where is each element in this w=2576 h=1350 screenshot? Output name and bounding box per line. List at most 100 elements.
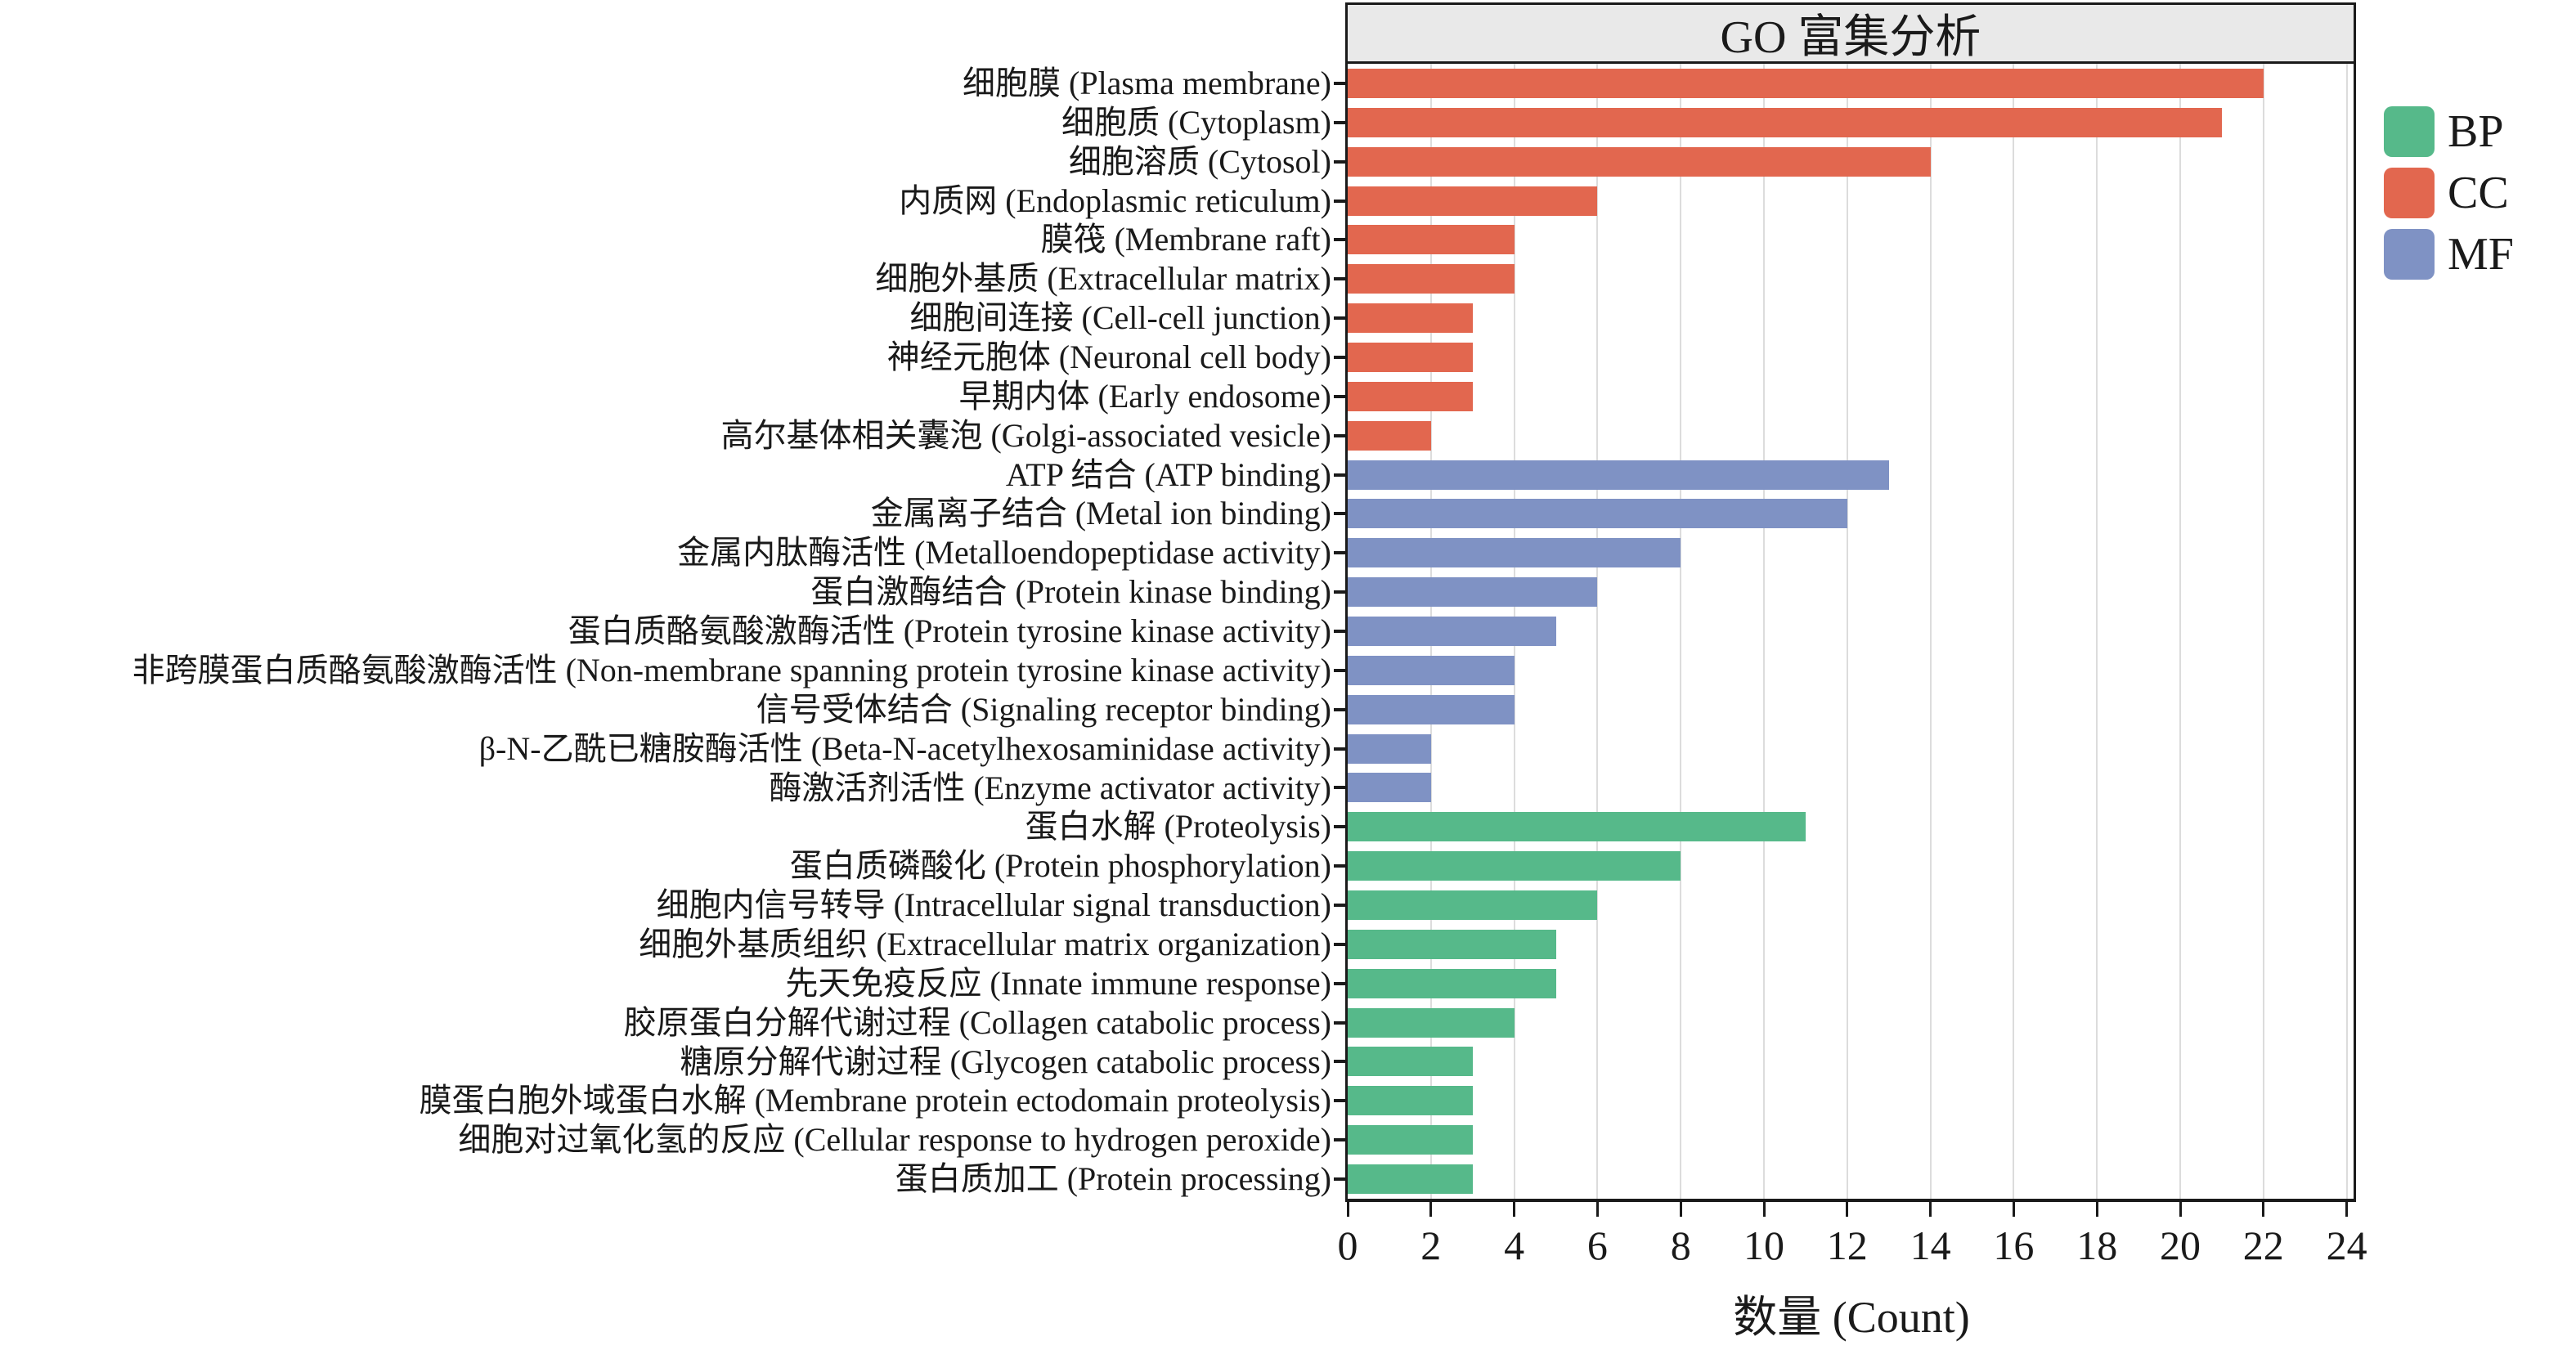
legend-swatch [2384,106,2435,157]
category-label: 内质网 (Endoplasmic reticulum) [899,182,1331,219]
x-tick-label: 18 [2076,1222,2118,1268]
bar-cc [1348,264,1515,294]
bar-cc [1348,342,1473,372]
y-axis-tick [1334,1138,1345,1142]
y-axis-tick [1334,473,1345,477]
y-axis-tick [1334,630,1345,633]
x-axis-line [1345,1199,2356,1202]
bar-bp [1348,1125,1473,1155]
y-axis-tick [1334,747,1345,751]
y-axis-tick [1334,199,1345,203]
gridline [1763,64,1765,1199]
category-label: 金属内肽酶活性 (Metalloendopeptidase activity) [677,534,1331,572]
y-axis-tick [1334,707,1345,711]
x-tick-label: 22 [2242,1222,2284,1268]
bar-cc [1348,381,1473,411]
y-axis-tick [1334,394,1345,398]
category-label: 早期内体 (Early endosome) [958,377,1331,415]
bar-mf [1348,538,1681,568]
x-axis-tick [1846,1202,1849,1217]
y-axis-tick [1334,942,1345,946]
category-label: 酶激活剂活性 (Enzyme activator activity) [769,769,1331,806]
x-tick-label: 20 [2160,1222,2201,1268]
gridline [2096,64,2098,1199]
category-label: 细胞间连接 (Cell-cell junction) [909,299,1331,337]
x-axis-tick [1762,1202,1766,1217]
x-axis-title: 数量 (Count) [1733,1293,1970,1342]
bar-cc [1348,186,1598,216]
y-axis-tick [1334,512,1345,516]
x-tick-label: 24 [2326,1222,2367,1268]
category-label: 蛋白激酶结合 (Protein kinase binding) [810,573,1331,611]
y-axis-tick [1334,120,1345,124]
legend: BP CC MF [2384,106,2514,290]
bar-mf [1348,499,1847,529]
y-axis-tick [1334,1020,1345,1025]
legend-swatch [2384,168,2435,218]
y-axis-tick [1334,981,1345,985]
y-axis-tick [1334,864,1345,868]
bar-bp [1348,1007,1515,1038]
chart-title-band: GO 富集分析 [1345,2,2356,64]
y-axis-tick [1334,355,1345,359]
gridline [2179,64,2181,1199]
category-label: 蛋白水解 (Proteolysis) [1025,808,1331,845]
legend-swatch [2384,229,2435,280]
x-axis-tick [2012,1202,2015,1217]
y-axis-tick [1334,551,1345,555]
x-axis-tick [1929,1202,1932,1217]
bar-bp [1348,1047,1473,1077]
gridline [1846,64,1848,1199]
bar-bp [1348,1086,1473,1116]
category-label: 金属离子结合 (Metal ion binding) [870,495,1331,532]
x-axis-tick [1346,1202,1349,1217]
bar-mf [1348,655,1515,685]
bar-cc [1348,225,1515,255]
category-label: 先天免疫反应 (Innate immune response) [785,964,1331,1002]
category-label: 神经元胞体 (Neuronal cell body) [886,339,1331,376]
bar-bp [1348,812,1806,842]
category-label: 高尔基体相关囊泡 (Golgi-associated vesicle) [720,416,1331,454]
x-axis-tick [2095,1202,2098,1217]
gridline [2262,64,2264,1199]
legend-item: BP [2384,106,2514,157]
bar-cc [1348,68,2264,98]
x-tick-label: 14 [1910,1222,1951,1268]
bar-bp [1348,1164,1473,1195]
y-axis-tick [1334,1099,1345,1103]
bar-bp [1348,968,1556,998]
x-tick-label: 2 [1420,1222,1442,1268]
legend-item: MF [2384,229,2514,280]
bar-cc [1348,146,1931,177]
y-axis-tick [1334,1060,1345,1064]
y-axis-tick [1334,1177,1345,1182]
bar-bp [1348,890,1598,921]
category-label: 蛋白质加工 (Protein processing) [895,1160,1331,1198]
bar-cc [1348,420,1431,451]
x-axis-tick [1513,1202,1516,1217]
gridline [2013,64,2015,1199]
category-label: 膜蛋白胞外域蛋白水解 (Membrane protein ectodomain … [419,1082,1331,1119]
category-label: 细胞溶质 (Cytosol) [1068,142,1331,180]
category-label: 蛋白质磷酸化 (Protein phosphorylation) [789,847,1331,885]
y-axis-tick [1334,277,1345,281]
category-label: 细胞外基质组织 (Extracellular matrix organizati… [639,925,1331,962]
y-axis-tick [1334,433,1345,437]
category-label: 糖原分解代谢过程 (Glycogen catabolic process) [680,1043,1331,1080]
plot-right-border [2354,64,2356,1201]
bar-mf [1348,694,1515,724]
x-tick-label: 12 [1826,1222,1868,1268]
legend-label: MF [2448,229,2514,280]
legend-label: BP [2448,106,2504,157]
x-axis-tick [2345,1202,2349,1217]
bar-mf [1348,773,1431,803]
x-axis-tick [2179,1202,2182,1217]
y-axis-tick [1334,904,1345,908]
bar-mf [1348,617,1556,646]
x-tick-label: 4 [1504,1222,1525,1268]
y-axis-tick [1334,825,1345,829]
y-axis-tick [1334,590,1345,594]
x-axis-tick [1595,1202,1599,1217]
gridline [1680,64,1682,1199]
